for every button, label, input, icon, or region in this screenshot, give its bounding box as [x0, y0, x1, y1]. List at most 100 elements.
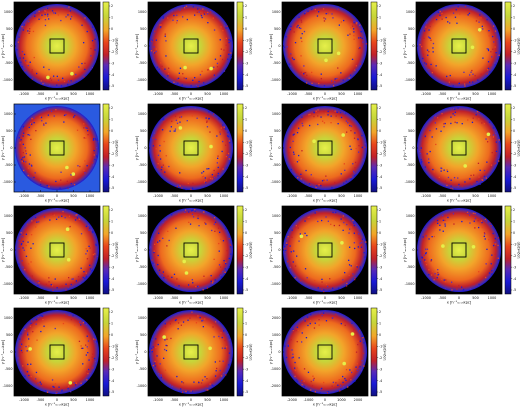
y-axis-label: y [h⁻¹ₘₑₛₕkpc]	[403, 135, 407, 160]
x-tick-label: 0	[190, 92, 192, 96]
colorbar-tick-label: 1	[111, 322, 113, 326]
subhalo-blob	[312, 139, 316, 143]
y-tick-label: -1000	[3, 282, 13, 286]
colorbar	[370, 1, 378, 91]
x-tick-label: -500	[171, 398, 179, 402]
central-region-box	[49, 344, 65, 360]
x-tick-label: -1000	[153, 92, 163, 96]
colorbar-tick-label: 1	[379, 322, 381, 326]
particle-speckle	[419, 5, 500, 87]
subhalo-blob	[208, 346, 212, 351]
y-tick-label: 1000	[138, 10, 147, 14]
colorbar-tick-label: -3	[111, 265, 114, 269]
halo-density-map	[15, 4, 99, 88]
colorbar-tick-label: 2	[245, 310, 247, 314]
colorbar-tick-label: 1	[245, 16, 247, 20]
x-tick-label: 500	[204, 296, 210, 300]
x-tick-label: 0	[56, 398, 58, 402]
panel-10: -1000 -500 0 500 1000 1000 500 0 -500 -1000 x [h⁻¹…	[135, 205, 253, 305]
x-tick-label: 500	[472, 296, 478, 300]
y-tick-label: 1000	[4, 214, 13, 218]
y-tick-label: -1000	[271, 367, 281, 371]
colorbar-tick-label: -1	[245, 38, 248, 42]
x-tick-label: 500	[472, 194, 478, 198]
halo-density-map	[15, 310, 99, 394]
colorbar-label: Log₁₀(ρ/ρ̄)	[115, 139, 119, 157]
particle-speckle	[152, 107, 231, 191]
y-axis-label: y [h⁻¹ₘₑₛₕkpc]	[403, 33, 407, 58]
y-tick-label: 500	[6, 27, 12, 31]
y-tick-label: 500	[140, 231, 146, 235]
subhalo-blob	[66, 257, 71, 262]
colorbar	[102, 307, 110, 397]
colorbar-tick-label: -5	[513, 288, 516, 292]
colorbar-tick-label: 0	[379, 27, 381, 31]
colorbar-tick-label: -5	[245, 390, 248, 394]
x-tick-label: -500	[305, 296, 313, 300]
x-tick-label: 500	[338, 194, 344, 198]
colorbar-tick-label: -4	[379, 379, 382, 383]
colorbar-tick-label: 2	[379, 310, 381, 314]
colorbar-tick-label: -4	[111, 175, 114, 179]
subhalo-blob	[28, 347, 32, 351]
colorbar-tick-label: 0	[513, 129, 515, 133]
colorbar-tick-label: -5	[111, 288, 114, 292]
y-tick-label: -1000	[271, 282, 281, 286]
x-axis-label: x [h⁻¹ₘₑₛₕkpc]	[45, 403, 70, 407]
colorbar-tick-label: 1	[111, 16, 113, 20]
colorbar-label: Log₁₀(ρ/ρ̄)	[249, 139, 253, 157]
y-tick-label: 0	[278, 248, 280, 252]
central-region-box	[451, 140, 467, 156]
colorbar-tick-label: 0	[513, 27, 515, 31]
subhalo-blob	[471, 245, 476, 249]
colorbar-tick-label: -3	[245, 61, 248, 65]
x-tick-label: 0	[324, 92, 326, 96]
colorbar-tick-label: -2	[111, 152, 114, 156]
colorbar-tick-label: -2	[513, 50, 516, 54]
colorbar-tick-label: -1	[513, 140, 516, 144]
x-axis-label: x [h⁻¹ₘₑₛₕkpc]	[45, 301, 70, 305]
colorbar-tick-label: -3	[513, 61, 516, 65]
subhalo-blob	[340, 241, 344, 245]
y-axis-label: y [h⁻¹ₘₑₛₕkpc]	[135, 237, 139, 262]
colorbar-label: Log₁₀(ρ/ρ̄)	[249, 37, 253, 55]
y-tick-label: -1000	[3, 180, 13, 184]
subhalo-blob	[209, 66, 213, 71]
subhalo-blob	[70, 71, 74, 76]
colorbar-tick-label: -3	[513, 163, 516, 167]
colorbar-tick-label: 1	[379, 220, 381, 224]
x-tick-label: 1000	[337, 398, 346, 402]
y-tick-label: 500	[140, 27, 146, 31]
y-tick-label: 0	[278, 44, 280, 48]
y-tick-label: -500	[139, 265, 147, 269]
central-region-box	[183, 38, 199, 54]
colorbar-label: Log₁₀(ρ/ρ̄)	[383, 241, 387, 259]
colorbar-tick-label: -2	[111, 254, 114, 258]
x-tick-label: 0	[190, 296, 192, 300]
colorbar-tick-label: -5	[111, 390, 114, 394]
x-tick-label: 0	[190, 194, 192, 198]
x-tick-label: -1000	[153, 296, 163, 300]
x-tick-label: 1000	[86, 92, 95, 96]
y-tick-label: -500	[5, 265, 13, 269]
x-tick-label: 2000	[354, 398, 363, 402]
colorbar	[236, 1, 244, 91]
colorbar-tick-label: 2	[111, 310, 113, 314]
x-tick-label: 0	[56, 296, 58, 300]
halo-density-map	[417, 4, 501, 88]
y-tick-label: 1000	[138, 112, 147, 116]
x-tick-label: 500	[70, 296, 76, 300]
colorbar	[504, 1, 512, 91]
x-tick-label: -500	[171, 194, 179, 198]
central-region-box	[317, 38, 333, 54]
y-tick-label: 1000	[406, 112, 415, 116]
x-tick-label: -2000	[287, 398, 297, 402]
colorbar	[504, 205, 512, 295]
colorbar-tick-label: -1	[379, 140, 382, 144]
y-axis-label: y [h⁻¹ₘₑₛₕkpc]	[135, 339, 139, 364]
y-tick-label: 500	[6, 231, 12, 235]
colorbar-tick-label: -3	[513, 265, 516, 269]
subhalo-blob	[470, 45, 475, 50]
x-tick-label: 500	[70, 194, 76, 198]
colorbar-tick-label: 0	[513, 231, 515, 235]
